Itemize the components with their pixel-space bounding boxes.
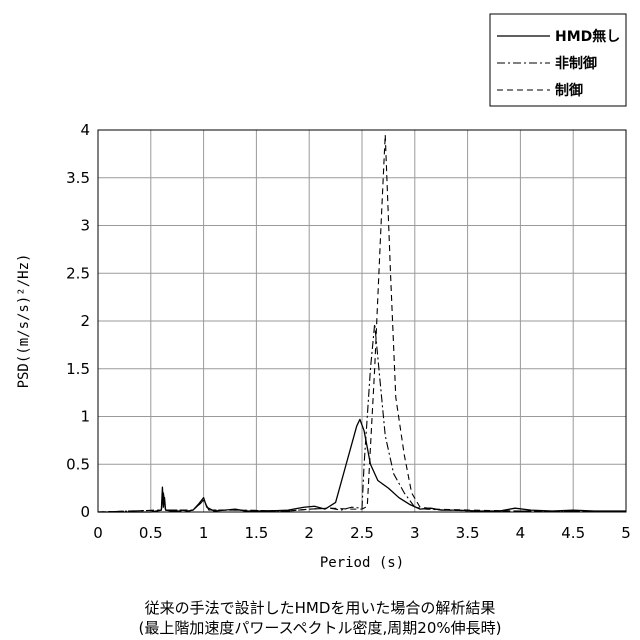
x-tick-label: 1.5 bbox=[244, 524, 268, 542]
legend-label-3: 制御 bbox=[555, 82, 583, 99]
y-tick-label: 3.5 bbox=[66, 169, 90, 187]
y-tick-label: 1 bbox=[80, 408, 90, 426]
y-tick-label: 1.5 bbox=[66, 360, 90, 378]
legend-label-1: HMD無し bbox=[555, 28, 620, 45]
x-tick-label: 5 bbox=[621, 524, 631, 542]
y-tick-labels: 0 0.5 1 1.5 2 2.5 3 3.5 4 bbox=[66, 121, 90, 521]
x-tick-labels: 0 0.5 1 1.5 2 2.5 3 3.5 4 4.5 5 bbox=[93, 524, 631, 542]
x-axis-title: Period (s) bbox=[320, 555, 404, 571]
y-tick-label: 3 bbox=[80, 217, 90, 235]
y-tick-label: 2 bbox=[80, 312, 90, 330]
legend-label-2: 非制御 bbox=[555, 55, 597, 72]
x-tick-label: 2.5 bbox=[350, 524, 374, 542]
x-tick-label: 2 bbox=[304, 524, 314, 542]
y-tick-label: 2.5 bbox=[66, 264, 90, 282]
figure-caption-line-2: (最上階加速度パワースペクトル密度,周期20%伸長時) bbox=[0, 617, 640, 638]
legend: HMD無し非制御制御 bbox=[490, 14, 626, 106]
x-tick-label: 0 bbox=[93, 524, 103, 542]
y-tick-label: 0.5 bbox=[66, 455, 90, 473]
x-tick-label: 3 bbox=[410, 524, 420, 542]
x-tick-label: 3.5 bbox=[456, 524, 480, 542]
x-tick-label: 1 bbox=[199, 524, 209, 542]
grid-layer bbox=[98, 130, 626, 512]
x-tick-label: 0.5 bbox=[139, 524, 163, 542]
figure-caption-line-1: 従来の手法で設計したHMDを用いた場合の解析結果 bbox=[0, 597, 640, 618]
x-tick-label: 4.5 bbox=[561, 524, 585, 542]
y-axis-title: PSD((m/s/s)²/Hz) bbox=[16, 254, 32, 389]
y-tick-label: 4 bbox=[80, 121, 90, 139]
x-tick-label: 4 bbox=[516, 524, 526, 542]
y-tick-label: 0 bbox=[80, 503, 90, 521]
